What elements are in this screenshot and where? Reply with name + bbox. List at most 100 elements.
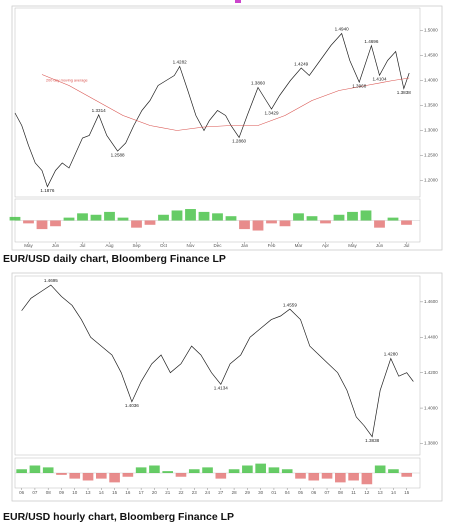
oscillator-bar: [348, 473, 359, 481]
x-tick-label: 01: [271, 490, 277, 495]
x-tick-label: 15: [112, 490, 118, 495]
oscillator-bar: [228, 469, 240, 473]
x-tick-label: 06: [311, 490, 317, 495]
x-tick-label: Jul: [404, 243, 410, 248]
oscillator-bar: [188, 469, 200, 473]
oscillator-bar: [131, 220, 142, 228]
x-tick-label: 11: [351, 490, 356, 495]
x-tick-label: Jul: [80, 243, 86, 248]
oscillator-bar: [320, 220, 331, 224]
x-tick-label: 05: [298, 490, 304, 495]
y-tick-label: 1.4000: [424, 405, 438, 410]
oscillator-bar: [198, 211, 210, 221]
x-tick-label: 14: [99, 490, 105, 495]
x-tick-label: Jun: [52, 243, 60, 248]
price-annotation: 1.4695: [44, 278, 58, 283]
x-tick-label: 28: [232, 490, 238, 495]
oscillator-bar: [50, 220, 61, 227]
x-tick-label: 06: [19, 490, 25, 495]
top-marker: [235, 0, 241, 3]
x-tick-label: May: [348, 243, 357, 248]
y-tick-label: 1.4500: [424, 53, 438, 58]
x-tick-label: 15: [404, 490, 410, 495]
oscillator-bar: [281, 469, 293, 473]
oscillator-bar: [374, 465, 386, 473]
x-tick-label: 20: [152, 490, 158, 495]
oscillator-bar: [361, 473, 373, 485]
oscillator-bar: [56, 473, 67, 475]
price-line: [21, 284, 414, 438]
oscillator-bar: [225, 216, 237, 221]
price-annotation: 1.4940: [335, 27, 349, 32]
oscillator-bar: [388, 469, 399, 473]
price-annotation: 1.3838: [365, 438, 379, 443]
series-label: 200 day moving average: [46, 79, 88, 83]
y-tick-label: 1.3800: [424, 441, 438, 446]
price-annotation: 1.4282: [173, 60, 187, 65]
y-tick-label: 1.2500: [424, 153, 438, 158]
x-tick-label: Aug: [105, 243, 114, 248]
oscillator-bar: [23, 220, 34, 224]
oscillator-bar: [202, 467, 213, 473]
plot-area: [14, 275, 421, 456]
oscillator-bar: [308, 473, 320, 481]
y-tick-label: 1.4400: [424, 334, 438, 339]
oscillator-bar: [293, 213, 304, 221]
price-line: [14, 32, 410, 188]
oscillator-bar: [135, 467, 147, 473]
oscillator-bar: [149, 465, 160, 473]
oscillator-bar: [63, 217, 75, 221]
x-tick-label: Apr: [322, 243, 330, 248]
x-tick-label: Oct: [160, 243, 168, 248]
price-annotation: 1.4280: [384, 352, 398, 357]
x-tick-label: 13: [378, 490, 384, 495]
oscillator-bar: [117, 217, 129, 221]
oscillator-bar: [82, 473, 94, 481]
oscillator-bar: [401, 473, 413, 477]
price-annotation: 1.3314: [92, 108, 106, 113]
oscillator-bar: [69, 473, 81, 479]
caption: EUR/USD hourly chart, Bloomberg Finance …: [3, 511, 234, 523]
oscillator-bar: [9, 216, 21, 221]
oscillator-bar: [171, 210, 183, 221]
x-tick-label: 23: [192, 490, 198, 495]
oscillator-bar: [242, 465, 253, 473]
oscillator-bar: [306, 216, 318, 221]
x-tick-label: Jan: [241, 243, 249, 248]
x-tick-label: 07: [32, 490, 38, 495]
price-annotation: 1.4696: [364, 39, 378, 44]
x-tick-label: 04: [285, 490, 291, 495]
y-tick-label: 1.3500: [424, 103, 438, 108]
oscillator-bar: [109, 473, 120, 483]
price-annotation: 1.4104: [372, 77, 386, 82]
x-tick-label: Feb: [268, 243, 276, 248]
x-tick-label: 14: [391, 490, 397, 495]
oscillator-bar: [16, 469, 27, 473]
x-tick-label: Dec: [213, 243, 222, 248]
oscillator-bar: [374, 220, 385, 228]
oscillator-bar: [185, 209, 196, 221]
x-tick-label: 07: [325, 490, 331, 495]
oscillator-bar: [268, 467, 280, 473]
oscillator-bar: [29, 465, 41, 473]
price-annotation: 1.1876: [40, 188, 54, 193]
plot-area: [14, 7, 421, 198]
oscillator-bar: [122, 473, 134, 477]
x-tick-label: 30: [258, 490, 264, 495]
panel-frame: [11, 5, 443, 251]
x-tick-label: Jun: [376, 243, 384, 248]
y-tick-label: 1.2000: [424, 178, 438, 183]
y-tick-label: 1.5000: [424, 28, 438, 33]
oscillator-bar: [347, 211, 358, 221]
price-line: [41, 74, 410, 131]
y-tick-label: 1.4600: [424, 299, 438, 304]
price-annotation: 1.4036: [125, 403, 139, 408]
oscillator-bar: [266, 220, 277, 224]
x-tick-label: Nov: [186, 243, 195, 248]
oscillator-bar: [42, 467, 54, 473]
oscillator-bar: [144, 220, 156, 225]
oscillator-bar: [104, 211, 115, 221]
x-tick-label: 08: [46, 490, 52, 495]
oscillator-bar: [255, 463, 266, 473]
oscillator-bar: [295, 473, 306, 479]
